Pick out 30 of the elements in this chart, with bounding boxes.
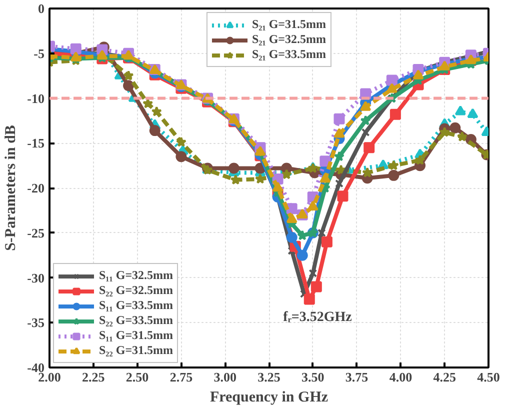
y-axis-title: S-Parameters in dB (3, 125, 20, 251)
y-tick-label: -35 (27, 315, 45, 330)
y-tick-label: -5 (34, 46, 45, 61)
legend-label: S₂₂ G=33.5mm (99, 313, 174, 328)
y-tick-label: -25 (27, 225, 45, 240)
x-tick-label: 3.75 (345, 370, 369, 384)
x-tick-label: 2.75 (170, 370, 194, 384)
legend-label: S₂₁ G=31.5mm (252, 17, 326, 32)
annotation: fᵣ=3.52GHz (283, 310, 352, 325)
x-tick-label: 2.25 (82, 370, 106, 384)
legend-label: S₂₂ G=31.5mm (99, 343, 174, 358)
y-tick-label: 0 (38, 1, 44, 16)
x-tick-label: 4.00 (389, 370, 412, 384)
x-axis-title: Frequency in GHz (210, 390, 328, 406)
y-tick-label: -20 (27, 180, 45, 196)
legend-label: S₁₁ G=32.5mm (99, 268, 174, 283)
legend-label: S₂₂ G=32.5mm (99, 283, 174, 298)
y-tick-label: -15 (27, 136, 45, 151)
y-tick-label: -10 (27, 90, 45, 106)
x-tick-label: 2.50 (126, 370, 149, 384)
x-tick-label: 3.25 (258, 370, 281, 384)
x-tick-label: 4.50 (477, 370, 500, 384)
legend-label: S₂₁ G=33.5mm (252, 47, 326, 62)
legend-label: S₁₁ G=31.5mm (99, 328, 174, 343)
legend-label: S₂₁ G=32.5mm (252, 32, 326, 47)
x-tick-label: 3.00 (214, 370, 236, 384)
x-tick-label: 4.25 (433, 370, 456, 384)
y-tick-label: -30 (27, 270, 45, 286)
legend-label: S₁₁ G=33.5mm (99, 298, 174, 313)
x-tick-label: 3.50 (302, 370, 324, 384)
